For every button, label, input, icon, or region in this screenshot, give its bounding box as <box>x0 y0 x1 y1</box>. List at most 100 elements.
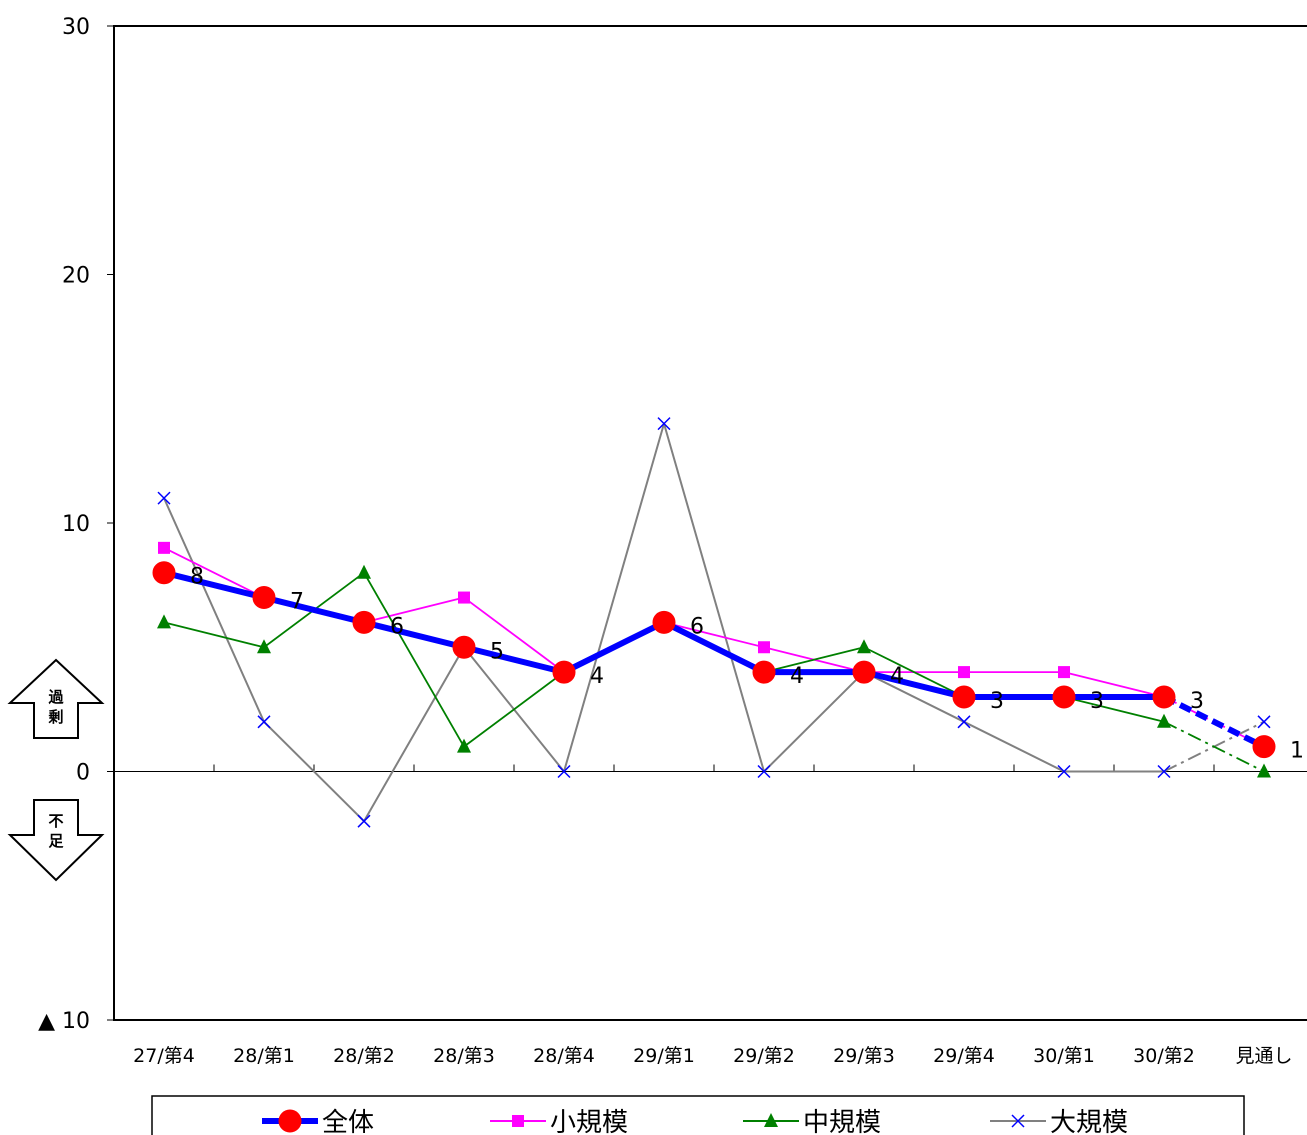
data-label: 1 <box>1290 739 1304 764</box>
data-label: 7 <box>290 590 304 615</box>
y-tick-label: 30 <box>62 15 90 40</box>
marker-point <box>357 814 371 828</box>
data-label: 6 <box>690 614 704 639</box>
marker-point <box>1257 715 1271 729</box>
x-tick-label: 見通し <box>1235 1045 1292 1067</box>
marker-stroke <box>357 814 371 828</box>
plot-area <box>113 25 1307 1021</box>
x-tick-label: 27/第4 <box>133 1045 195 1067</box>
marker-stroke <box>1011 1114 1025 1128</box>
x-tick-label: 28/第4 <box>533 1045 595 1067</box>
marker-stroke <box>257 715 271 729</box>
marker-point <box>252 586 276 610</box>
legend-item-1: 全体 <box>262 1108 374 1135</box>
marker-point <box>657 417 671 431</box>
legend-item-3: 中規模 <box>743 1108 881 1135</box>
marker-point <box>752 660 776 684</box>
data-label: 6 <box>390 614 404 639</box>
marker-point <box>958 666 970 679</box>
x-tick-label: 28/第3 <box>433 1045 495 1067</box>
data-label: 3 <box>1090 689 1104 714</box>
legend: 全体 小規模 中規模 大規模 <box>151 1095 1245 1135</box>
data-label: 3 <box>990 689 1004 714</box>
x-tick-label: 29/第1 <box>633 1045 695 1067</box>
marker-point <box>157 491 171 505</box>
marker-stroke <box>1257 715 1271 729</box>
x-tick-label: 30/第2 <box>1133 1045 1195 1067</box>
marker-point <box>452 635 476 659</box>
data-label: 4 <box>790 664 804 689</box>
series-layer <box>152 417 1276 828</box>
marker-point <box>1052 685 1076 709</box>
data-labels: 8 7 6 5 4 6 4 4 3 3 3 1 <box>190 565 1304 764</box>
marker-point <box>852 660 876 684</box>
data-label: 8 <box>190 565 204 590</box>
marker-point <box>1152 685 1176 709</box>
legend-label: 全体 <box>322 1108 374 1135</box>
marker-point <box>257 639 271 654</box>
data-label: 5 <box>490 639 504 664</box>
marker-point <box>952 685 976 709</box>
y-tick-label: ▲ 10 <box>38 1009 90 1034</box>
legend-item-4: 大規模 <box>990 1108 1128 1135</box>
marker-stroke <box>657 417 671 431</box>
marker-stroke <box>757 764 771 779</box>
series-1 <box>152 561 1276 759</box>
up-arrow-icon <box>7 658 105 739</box>
marker-point <box>764 1113 778 1127</box>
up-arrow-char-2: 剰 <box>47 708 63 726</box>
shortage-arrow: 不 足 <box>7 799 105 882</box>
marker-stroke <box>157 491 171 505</box>
marker-point <box>512 1115 524 1127</box>
legend-item-2: 小規模 <box>490 1108 628 1135</box>
marker-point <box>1057 764 1071 779</box>
marker-point <box>352 610 376 634</box>
marker-point <box>1252 735 1276 759</box>
marker-stroke <box>557 764 571 779</box>
marker-point <box>1257 763 1271 778</box>
marker-point <box>1011 1114 1025 1128</box>
x-tick-label: 29/第4 <box>933 1045 995 1067</box>
marker-stroke <box>1157 764 1171 779</box>
marker-point <box>278 1109 302 1133</box>
x-tick-label: 29/第2 <box>733 1045 795 1067</box>
marker-point <box>552 660 576 684</box>
marker-point <box>557 764 571 779</box>
x-tick-label: 28/第1 <box>233 1045 295 1067</box>
marker-point <box>457 738 471 753</box>
axes: 30 20 10 0 ▲ 10 27/第4 28/第1 28/第2 28/第3 28/第4 29/第… <box>38 15 1307 1067</box>
y-tick-label: 0 <box>76 761 90 786</box>
marker-point <box>357 564 371 579</box>
down-arrow-char-1: 不 <box>48 812 63 830</box>
down-arrow-char-2: 足 <box>48 832 64 850</box>
y-tick-label: 10 <box>62 512 90 537</box>
marker-point <box>1058 666 1070 679</box>
marker-point <box>758 641 770 654</box>
data-label: 4 <box>890 664 904 689</box>
y-tick-label: 20 <box>62 264 90 289</box>
legend-box <box>151 1095 1245 1135</box>
marker-point <box>157 614 171 629</box>
legend-label: 中規模 <box>803 1108 881 1135</box>
marker-point <box>857 639 871 654</box>
marker-point <box>652 610 676 634</box>
legend-label: 大規模 <box>1050 1108 1128 1135</box>
series-forecast-line <box>1163 720 1265 773</box>
legend-label: 小規模 <box>550 1108 628 1135</box>
x-tick-label: 28/第2 <box>333 1045 395 1067</box>
surplus-arrow: 過 剰 <box>7 658 105 739</box>
marker-stroke <box>1057 764 1071 779</box>
marker-point <box>152 561 176 585</box>
down-arrow-icon <box>7 799 105 882</box>
series-forecast-line <box>1162 694 1266 750</box>
data-label: 4 <box>590 664 604 689</box>
x-tick-label: 29/第3 <box>833 1045 895 1067</box>
marker-point <box>257 715 271 729</box>
up-arrow-char-1: 過 <box>47 688 64 706</box>
marker-point <box>1157 713 1171 728</box>
marker-point <box>1157 764 1171 779</box>
data-label: 3 <box>1190 689 1204 714</box>
marker-point <box>757 764 771 779</box>
marker-point <box>957 715 971 729</box>
